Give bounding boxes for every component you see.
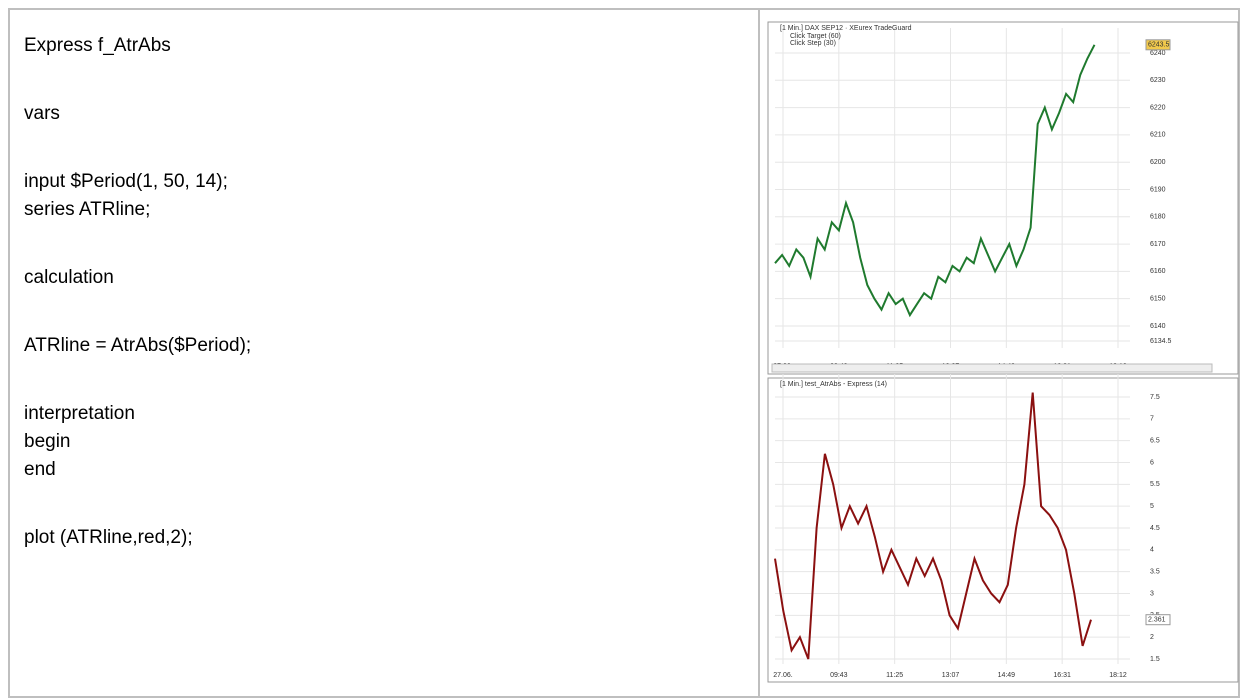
x-tick-label: 13:07 — [942, 672, 960, 679]
last-value-label: 6243.5 — [1148, 42, 1170, 49]
x-tick-label: 27.06. — [773, 672, 793, 679]
y-tick-label: 2 — [1150, 634, 1154, 641]
y-tick-label: 4 — [1150, 547, 1154, 554]
scrollbar — [771, 363, 1213, 373]
y-tick-label: 6170 — [1150, 241, 1166, 248]
series-line — [774, 392, 1092, 660]
y-tick-label: 6200 — [1150, 159, 1166, 166]
panel-title: [1 Min.] DAX SEP12 · XEurex TradeGuard — [780, 25, 912, 32]
code-paragraph: interpretation begin end — [24, 400, 758, 484]
y-tick-label: 3.5 — [1150, 569, 1160, 576]
code-line: input $Period(1, 50, 14); — [24, 171, 228, 192]
code-line: ATRline = AtrAbs($Period); — [24, 335, 252, 356]
y-tick-label: 6210 — [1150, 132, 1166, 139]
code-line: plot (ATRline,red,2); — [24, 527, 193, 548]
code-paragraph: ATRline = AtrAbs($Period); — [24, 332, 758, 360]
panel-title: [1 Min.] test_AtrAbs - Express (14) — [780, 381, 887, 388]
series-line — [774, 44, 1096, 318]
y-tick-label: 6190 — [1150, 186, 1166, 193]
code-paragraph: calculation — [24, 264, 758, 292]
y-tick-label: 7.5 — [1150, 394, 1160, 401]
code-paragraph: vars — [24, 100, 758, 128]
code-line: interpretation — [24, 403, 135, 424]
y-tick-label: 6220 — [1150, 104, 1166, 111]
y-tick-label: 6140 — [1150, 323, 1166, 330]
y-tick-label: 1.5 — [1150, 656, 1160, 663]
y-tick-label: 6180 — [1150, 214, 1166, 221]
y-tick-label: 3 — [1150, 590, 1154, 597]
last-value-box — [1145, 39, 1171, 51]
y-tick-label: 5.5 — [1150, 481, 1160, 488]
y-tick-label: 6240 — [1150, 50, 1166, 57]
code-line: calculation — [24, 267, 114, 288]
y-tick-label: 6160 — [1150, 268, 1166, 275]
y-tick-label: 5 — [1150, 503, 1154, 510]
y-tick-label: 7 — [1150, 416, 1154, 423]
code-paragraph: input $Period(1, 50, 14); series ATRline; — [24, 168, 758, 224]
code-paragraph: Express f_AtrAbs — [24, 32, 758, 60]
y-tick-label: 4.5 — [1150, 525, 1160, 532]
y-tick-label: 6230 — [1150, 77, 1166, 84]
x-tick-label: 14:49 — [998, 672, 1016, 679]
y-tick-label: 6.5 — [1150, 438, 1160, 445]
last-value-label: 2.361 — [1148, 617, 1166, 624]
y-tick-label: 6150 — [1150, 296, 1166, 303]
x-tick-label: 16:31 — [1053, 672, 1071, 679]
annotation: Click Target (60) — [790, 33, 841, 40]
last-value-box — [1145, 614, 1171, 626]
code-line: series ATRline; — [24, 199, 151, 220]
chart-frame — [767, 377, 1239, 683]
code-line: end — [24, 459, 56, 480]
code-line: Express f_AtrAbs — [24, 35, 171, 56]
y-tick-label: 6134.5 — [1150, 338, 1172, 345]
annotation: Click Step (30) — [790, 40, 836, 47]
code-line: begin — [24, 431, 71, 452]
x-tick-label: 18:12 — [1109, 672, 1127, 679]
x-tick-label: 11:25 — [886, 672, 903, 679]
code-line: vars — [24, 103, 60, 124]
code-paragraph: plot (ATRline,red,2); — [24, 524, 758, 552]
y-tick-label: 6 — [1150, 459, 1154, 466]
x-tick-label: 09:43 — [830, 672, 848, 679]
